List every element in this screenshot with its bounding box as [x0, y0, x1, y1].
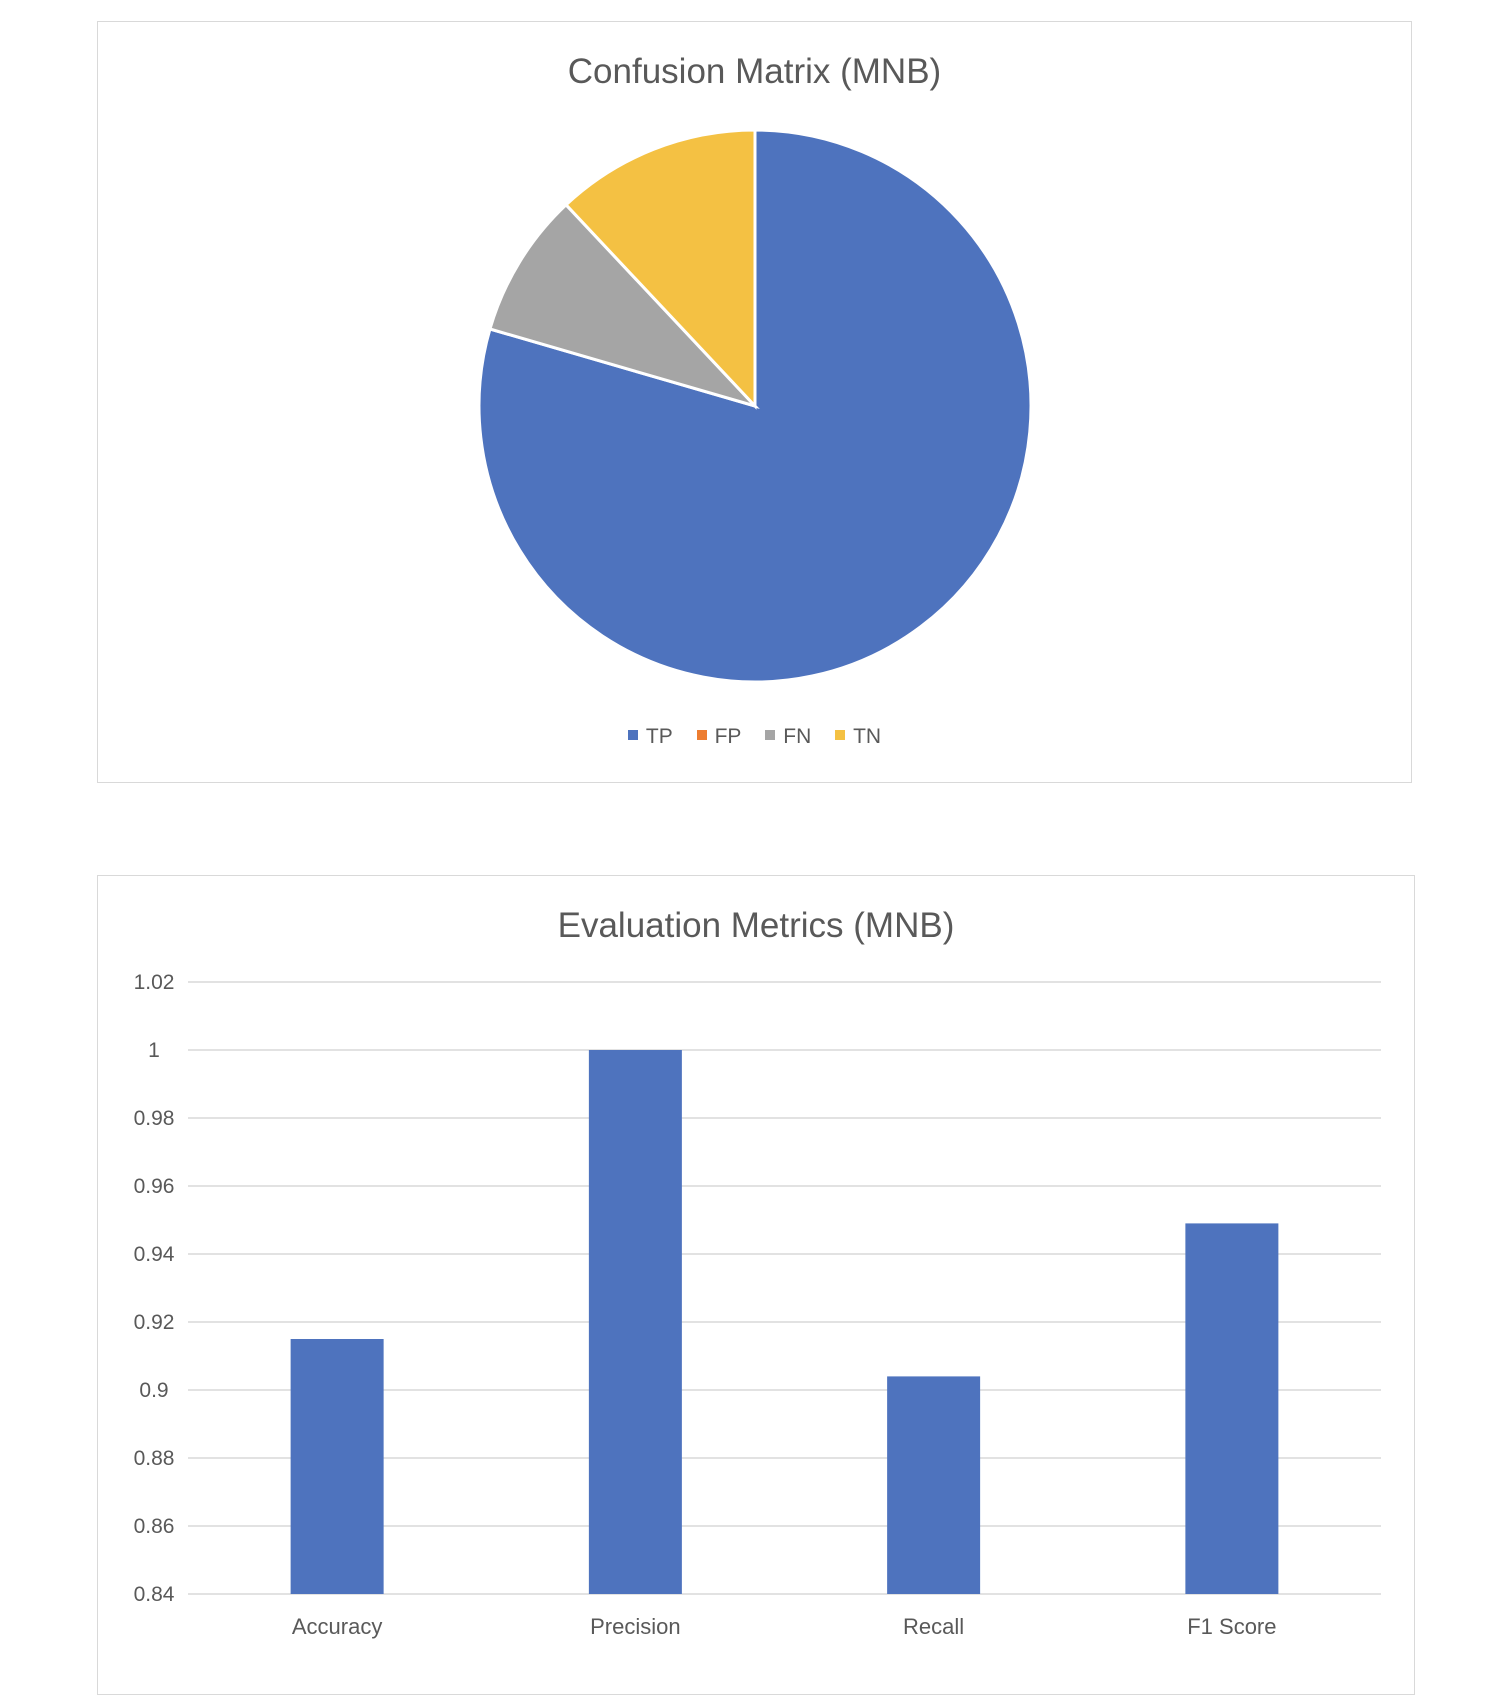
bar-accuracy: [290, 1339, 384, 1594]
pie-slice-fn: [488, 202, 760, 409]
pie-slice-tn: [563, 128, 757, 410]
legend-item-tn: TN: [835, 725, 881, 749]
confusion-matrix-chart: Confusion Matrix (MNB) TP FP FN TN: [97, 21, 1412, 783]
bar-precision: [588, 1050, 682, 1594]
legend-swatch: [835, 730, 846, 741]
pie-plot: [477, 128, 1033, 684]
chart-title: Confusion Matrix (MNB): [567, 52, 942, 91]
legend-label: TN: [853, 725, 882, 748]
legend-item-fp: FP: [696, 725, 742, 749]
legend-label: TP: [645, 725, 673, 748]
evaluation-metrics-chart: Evaluation Metrics (MNB) 0.84 0.86 0.88 0.9…: [97, 875, 1415, 1695]
y-tick-label: 1.02: [134, 971, 175, 994]
y-tick-label: 0.88: [134, 1447, 175, 1470]
x-tick-label: Accuracy: [292, 1614, 382, 1639]
legend-swatch: [627, 730, 638, 741]
chart-title: Evaluation Metrics (MNB): [557, 906, 955, 945]
y-tick-label: 0.98: [134, 1107, 175, 1130]
y-tick-label: 1: [148, 1039, 160, 1062]
bar-plot: 0.84 0.86 0.88 0.9 0.92 0.94 0.96 0.98 1 1.02 Accu…: [134, 971, 1381, 1639]
y-tick-label: 0.94: [134, 1243, 175, 1266]
legend-label: FN: [783, 725, 812, 748]
y-tick-label: 0.84: [134, 1583, 175, 1606]
legend-item-tp: TP: [627, 725, 673, 749]
bar-recall: [887, 1376, 981, 1594]
legend: TP FP FN TN: [98, 725, 1411, 749]
legend-swatch: [765, 730, 776, 741]
bar-f1-score: [1185, 1223, 1279, 1594]
y-tick-label: 0.96: [134, 1175, 175, 1198]
legend-label: FP: [714, 725, 742, 748]
x-tick-label: Recall: [903, 1614, 964, 1639]
legend-item-fn: FN: [765, 725, 811, 749]
legend-swatch: [696, 730, 707, 741]
x-tick-label: F1 Score: [1187, 1614, 1276, 1639]
y-tick-label: 0.92: [134, 1311, 175, 1334]
x-tick-label: Precision: [590, 1614, 680, 1639]
y-tick-label: 0.86: [134, 1515, 175, 1538]
y-tick-label: 0.9: [139, 1379, 168, 1402]
